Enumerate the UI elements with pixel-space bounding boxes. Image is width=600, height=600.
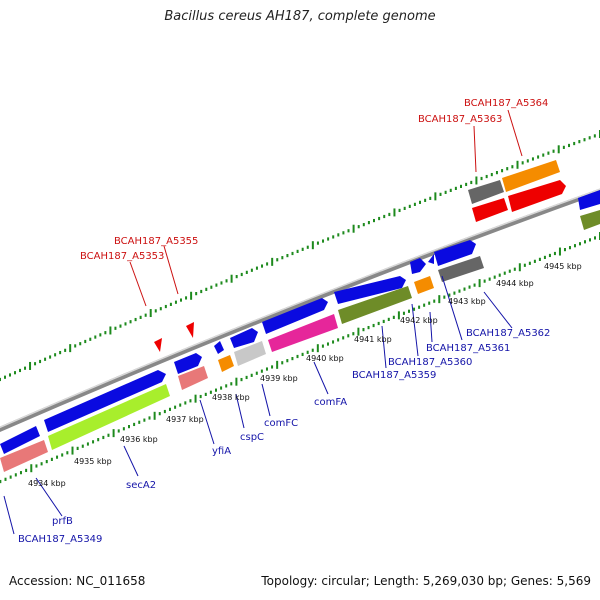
- gene-a5366[interactable]: [580, 210, 600, 230]
- gene-comFC[interactable]: [268, 314, 338, 352]
- accession-text: Accession: NC_011658: [9, 574, 146, 588]
- gene-a5364-red[interactable]: [508, 180, 566, 212]
- scale-label-4935: 4935 kbp: [74, 457, 112, 466]
- gene-label-a5355[interactable]: BCAH187_A5355: [114, 236, 198, 247]
- gene-arrow-a5360-fwd[interactable]: [410, 258, 426, 274]
- scale-label-4941: 4941 kbp: [354, 335, 392, 344]
- gene-label-a5364[interactable]: BCAH187_A5364: [464, 98, 548, 109]
- genome-backbone-highlight: [0, 188, 600, 429]
- gene-label-a5363[interactable]: BCAH187_A5363: [418, 114, 502, 125]
- gene-label-a5361[interactable]: BCAH187_A5361: [426, 343, 510, 354]
- gene-label-a5359[interactable]: BCAH187_A5359: [352, 370, 436, 381]
- scale-label-4940: 4940 kbp: [306, 354, 344, 363]
- genome-summary-text: Topology: circular; Length: 5,269,030 bp…: [261, 574, 591, 588]
- gene-arrow-secA2-fwd[interactable]: [44, 370, 166, 432]
- scale-label-4942: 4942 kbp: [400, 316, 438, 325]
- gene-arrow-comFC-fwd[interactable]: [230, 328, 258, 348]
- gene-label-prfB[interactable]: prfB: [52, 516, 73, 527]
- gene-label-yfiA[interactable]: yfiA: [212, 446, 231, 457]
- gene-a5360[interactable]: [414, 276, 434, 294]
- gene-arrow-a5349-fwd[interactable]: [0, 426, 40, 454]
- scale-label-4934: 4934 kbp: [28, 479, 66, 488]
- scale-label-4938: 4938 kbp: [212, 393, 250, 402]
- gene-secA2[interactable]: [48, 384, 170, 450]
- scale-label-4945: 4945 kbp: [544, 262, 582, 271]
- scale-label-4944: 4944 kbp: [496, 279, 534, 288]
- gene-arrow-yfiA-fwd[interactable]: [174, 353, 202, 374]
- gene-cspC[interactable]: [218, 355, 234, 372]
- gene-marker-a5353: [154, 338, 162, 352]
- gene-arrow-a5361-fwd[interactable]: [428, 254, 434, 264]
- scale-label-4943: 4943 kbp: [448, 297, 486, 306]
- gene-label-a5360[interactable]: BCAH187_A5360: [388, 357, 472, 368]
- gene-prfB[interactable]: [0, 440, 48, 472]
- gene-label-a5362[interactable]: BCAH187_A5362: [466, 328, 550, 339]
- gene-a5364[interactable]: [502, 160, 560, 192]
- gene-a5359[interactable]: [338, 286, 412, 324]
- gene-arrow-a5362-fwd[interactable]: [434, 240, 476, 266]
- scale-tick-rows: [0, 130, 600, 484]
- scale-label-4939: 4939 kbp: [260, 374, 298, 383]
- label-leaders: [3, 109, 523, 535]
- gene-label-a5349[interactable]: BCAH187_A5349: [18, 534, 102, 545]
- gene-arrow-cspC-fwd[interactable]: [214, 341, 224, 354]
- gene-label-comFC[interactable]: comFC: [264, 418, 298, 429]
- gene-marker-a5355: [186, 322, 194, 338]
- genome-backbone: [0, 188, 600, 433]
- gene-arrow-comFA-fwd[interactable]: [262, 298, 328, 334]
- gene-arrow-a5359-fwd[interactable]: [334, 276, 406, 304]
- genome-title: Bacillus cereus AH187, complete genome: [164, 9, 436, 24]
- gene-a5363-red[interactable]: [472, 198, 508, 222]
- gene-label-a5353[interactable]: BCAH187_A5353: [80, 251, 164, 262]
- gene-label-cspC[interactable]: cspC: [240, 432, 264, 443]
- gene-arrow-a5365-fwd[interactable]: [578, 190, 600, 210]
- gene-label-secA2[interactable]: secA2: [126, 480, 156, 491]
- gene-a5362[interactable]: [438, 256, 484, 282]
- gene-yfiA[interactable]: [178, 366, 208, 390]
- gene-a5363[interactable]: [468, 180, 504, 204]
- scale-label-4937: 4937 kbp: [166, 415, 204, 424]
- scale-label-4936: 4936 kbp: [120, 435, 158, 444]
- gene-label-comFA[interactable]: comFA: [314, 397, 347, 408]
- gene-a5357[interactable]: [234, 341, 266, 366]
